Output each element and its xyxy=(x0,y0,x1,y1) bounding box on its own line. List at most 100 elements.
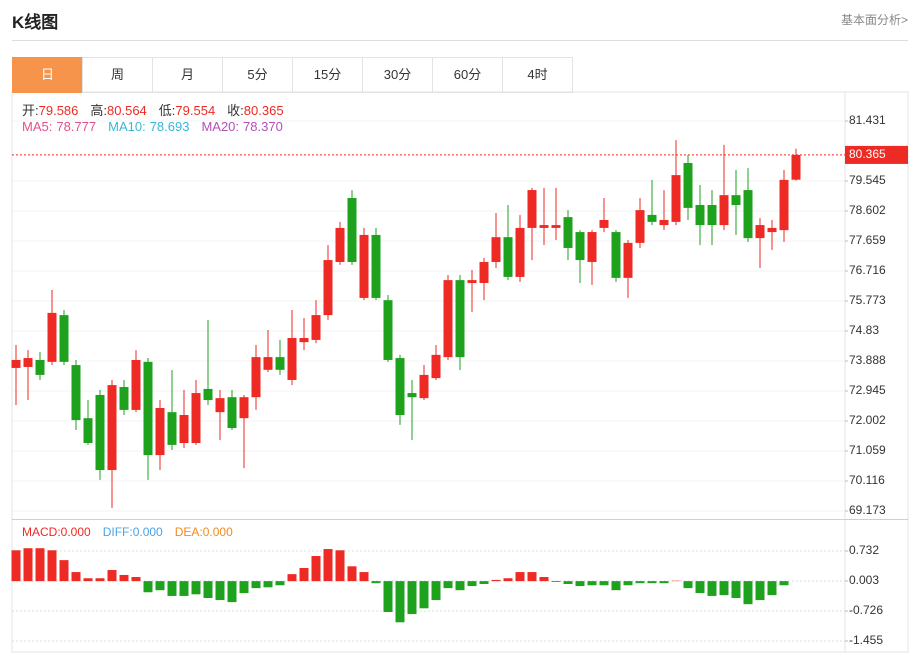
macd-bar xyxy=(467,581,477,587)
candle-body xyxy=(455,280,465,358)
macd-bar xyxy=(551,581,561,582)
macd-bar xyxy=(335,550,345,582)
candle-body xyxy=(47,312,57,362)
macd-bar xyxy=(71,572,81,582)
y-tick-label: -0.726 xyxy=(849,603,883,617)
candle-body xyxy=(635,210,645,243)
y-tick-label: 81.431 xyxy=(849,113,886,127)
candle-body xyxy=(443,280,453,358)
period-tab[interactable]: 15分 xyxy=(292,57,362,93)
macd-bar xyxy=(23,548,33,582)
candle-body xyxy=(539,225,549,228)
candle-body xyxy=(503,237,513,277)
period-tab[interactable]: 周 xyxy=(82,57,152,93)
period-tab[interactable]: 5分 xyxy=(222,57,292,93)
y-tick-label: 69.173 xyxy=(849,503,886,517)
macd-bar xyxy=(455,581,465,591)
candle-body xyxy=(431,354,441,379)
period-tab[interactable]: 日 xyxy=(12,57,82,93)
candle-body xyxy=(575,232,585,261)
macd-bar xyxy=(143,581,153,593)
candle-body xyxy=(599,219,609,228)
macd-legend-value: 0.000 xyxy=(60,525,91,539)
macd-bar xyxy=(131,577,141,582)
candle-body xyxy=(95,394,105,471)
y-tick-label: 0.732 xyxy=(849,543,879,557)
macd-bar xyxy=(431,581,441,601)
y-tick-label: 75.773 xyxy=(849,293,886,307)
candle-body xyxy=(59,315,69,362)
macd-bar xyxy=(179,581,189,596)
y-tick-label: -1.455 xyxy=(849,633,883,647)
macd-bar xyxy=(359,572,369,582)
candle-body xyxy=(695,205,705,226)
candle-body xyxy=(407,393,417,398)
period-tab[interactable]: 60分 xyxy=(432,57,502,93)
period-tab[interactable]: 4时 xyxy=(502,57,573,93)
candle-body xyxy=(659,219,669,226)
macd-legend-value: 0.000 xyxy=(202,525,233,539)
y-tick-label: 79.545 xyxy=(849,173,886,187)
candle-body xyxy=(347,198,357,262)
macd-bar xyxy=(47,550,57,582)
ma-legend-value: 78.777 xyxy=(56,119,97,134)
candle-body xyxy=(383,300,393,360)
candle-body xyxy=(467,280,477,283)
candle-body xyxy=(155,408,165,456)
macd-bar xyxy=(407,581,417,615)
macd-bar xyxy=(59,560,69,582)
period-tab[interactable]: 30分 xyxy=(362,57,432,93)
candle-body xyxy=(731,195,741,206)
macd-bar xyxy=(191,581,201,595)
macd-bar xyxy=(491,579,501,582)
macd-bar xyxy=(11,550,21,582)
period-tab[interactable]: 月 xyxy=(152,57,222,93)
candle-body xyxy=(11,359,21,368)
macd-legend-label: DIFF: xyxy=(102,525,133,539)
info-value: 79.586 xyxy=(38,103,79,118)
y-tick-label: 76.716 xyxy=(849,263,886,277)
candle-body xyxy=(131,359,141,410)
candle-body xyxy=(119,387,129,410)
macd-bar xyxy=(707,581,717,596)
ma-legend: MA5: 78.777 MA10: 78.693 MA20: 78.370 xyxy=(22,119,283,134)
macd-bar xyxy=(647,581,657,584)
candle-body xyxy=(35,359,45,375)
candle-body xyxy=(779,179,789,231)
candle-body xyxy=(263,357,273,370)
current-price-tag xyxy=(845,145,908,164)
candle-body xyxy=(359,234,369,298)
candle-body xyxy=(287,338,297,381)
ma-legend-value: 78.370 xyxy=(243,119,283,134)
y-tick-label: 74.83 xyxy=(849,323,879,337)
candle-body xyxy=(515,227,525,277)
macd-bar xyxy=(239,581,249,594)
ma-legend-value: 78.693 xyxy=(149,119,190,134)
macd-bar xyxy=(275,581,285,586)
candle-body xyxy=(191,393,201,444)
info-label: 低: xyxy=(158,103,176,118)
candle-body xyxy=(371,234,381,298)
candle-body xyxy=(23,358,33,367)
macd-bar xyxy=(539,577,549,582)
macd-bar xyxy=(35,548,45,582)
macd-bar xyxy=(383,581,393,612)
macd-bar xyxy=(635,581,645,584)
ma-legend-label: MA20: xyxy=(201,119,240,134)
candle-body xyxy=(419,374,429,399)
candle-body xyxy=(707,205,717,226)
candle-body xyxy=(143,361,153,456)
y-tick-label: 72.945 xyxy=(849,383,886,397)
macd-bar xyxy=(167,581,177,596)
macd-legend-label: MACD: xyxy=(22,525,61,539)
period-tabs: 日周月 5分 15分 30分 60分 4时 xyxy=(12,57,573,93)
info-label: 开: xyxy=(22,103,39,118)
macd-bar xyxy=(695,581,705,594)
fundamental-link[interactable]: 基本面分析> xyxy=(840,13,908,27)
candle-body xyxy=(71,365,81,421)
macd-bar xyxy=(347,566,357,582)
macd-bar xyxy=(719,581,729,596)
candle-body xyxy=(671,175,681,222)
